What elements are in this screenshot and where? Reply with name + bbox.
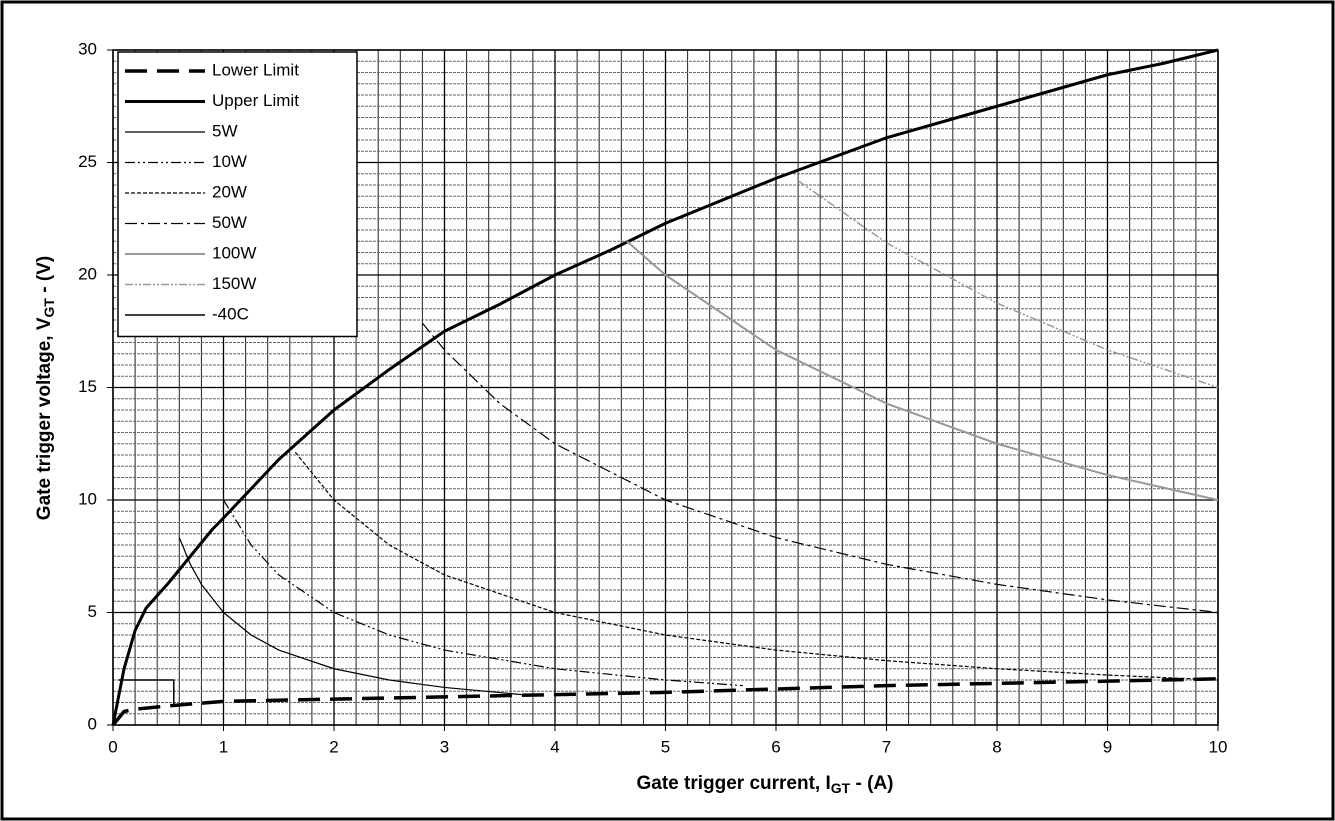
y-tick-label: 30	[78, 39, 97, 58]
series-line	[118, 679, 175, 707]
x-tick-label: 7	[882, 737, 891, 756]
series-line	[626, 240, 1219, 501]
y-tick-label: 5	[88, 602, 97, 621]
x-tick-label: 5	[661, 737, 670, 756]
x-tick-label: 6	[771, 737, 780, 756]
x-tick-label: 0	[108, 737, 117, 756]
x-tick-label: 10	[1209, 737, 1228, 756]
x-tick-label: 4	[550, 737, 559, 756]
x-tick-label: 8	[992, 737, 1001, 756]
legend-label: 5W	[212, 121, 238, 140]
x-axis-title: Gate trigger current, IGT - (A)	[637, 773, 894, 796]
x-tick-label: 2	[329, 737, 338, 756]
legend-label: 20W	[212, 182, 247, 201]
x-tick-label: 9	[1103, 737, 1112, 756]
y-tick-label: 20	[78, 264, 97, 283]
legend-label: 150W	[212, 274, 256, 293]
x-axis-title-rest: - (A)	[850, 773, 893, 794]
legend-label: 10W	[212, 152, 247, 171]
series-line	[421, 322, 1219, 614]
series-line	[797, 180, 1219, 389]
y-tick-label: 0	[88, 714, 97, 733]
legend-label: 100W	[212, 243, 256, 262]
series-line	[111, 48, 1219, 726]
x-axis-title-main: Gate trigger current, I	[637, 773, 831, 794]
legend-label: Lower Limit	[212, 60, 299, 79]
series-line	[178, 537, 522, 696]
y-axis-title-sub: GT	[41, 298, 57, 318]
y-axis-title-main: Gate trigger voltage, V	[34, 317, 55, 520]
series-line	[294, 451, 1219, 681]
x-tick-label: 1	[219, 737, 228, 756]
x-axis-title-sub: GT	[831, 780, 851, 796]
legend-label: -40C	[212, 304, 249, 323]
legend-box	[117, 51, 358, 338]
y-axis-title: Gate trigger voltage, VGT - (V)	[34, 256, 57, 520]
legend-label: Upper Limit	[212, 91, 299, 110]
x-tick-label: 3	[440, 737, 449, 756]
series-line	[111, 677, 1219, 727]
y-axis-title-rest: - (V)	[34, 256, 55, 298]
series-line	[222, 499, 743, 687]
y-tick-label: 15	[78, 377, 97, 396]
y-tick-label: 10	[78, 489, 97, 508]
legend-label: 50W	[212, 213, 247, 232]
y-tick-label: 25	[78, 152, 97, 171]
